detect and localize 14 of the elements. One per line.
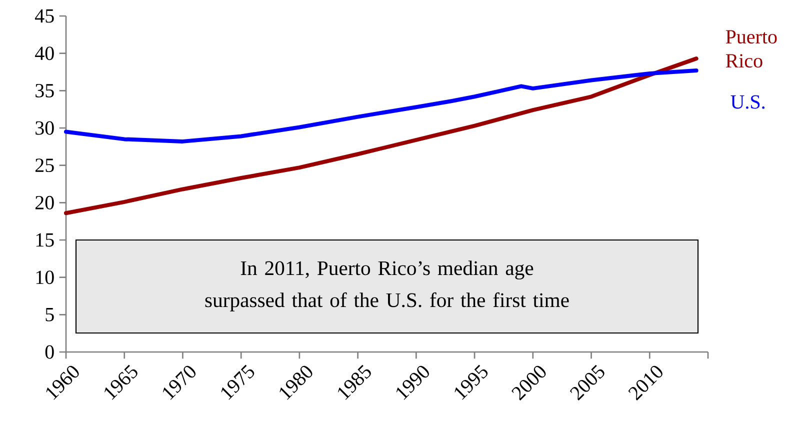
y-tick-label: 0 (45, 345, 54, 359)
line-series (64, 68, 698, 144)
y-tick-label: 40 (35, 46, 54, 60)
annotation: In 2011, Puerto Rico’s median age surpassed that of the U.S. for the first time (205, 260, 569, 312)
y-tick-label: 45 (35, 9, 54, 23)
series-label: Puerto Rico (726, 30, 777, 68)
y-tick-label: 15 (36, 233, 54, 247)
y-tick-label: 5 (46, 308, 54, 322)
y-tick-label: 35 (36, 84, 54, 98)
y-tick-label: 30 (36, 121, 54, 135)
y-tick-label: 20 (36, 196, 54, 210)
y-tick-label: 10 (36, 270, 54, 284)
text: U.S. (730, 95, 765, 109)
y-tick-label: 25 (36, 158, 54, 172)
